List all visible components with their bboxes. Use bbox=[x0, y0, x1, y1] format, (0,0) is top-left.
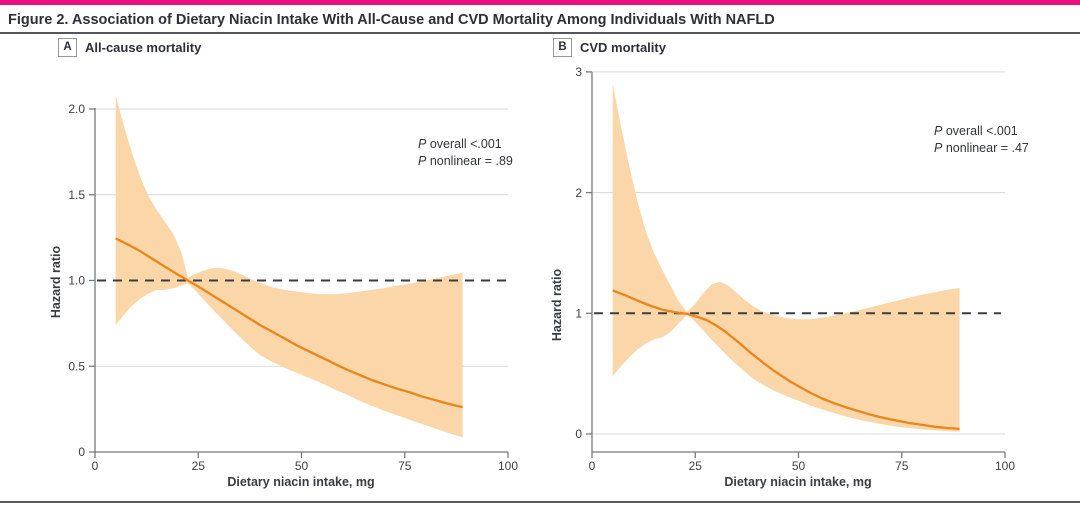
y-tick-label: 2.0 bbox=[68, 102, 85, 116]
y-tick-label: 1.0 bbox=[68, 274, 85, 288]
x-tick-label: 100 bbox=[498, 459, 518, 473]
bottom-divider bbox=[0, 501, 1080, 503]
panel-cvd-mortality: B CVD mortality 0 1 2 3 0 25 50 75 100 P overall … bbox=[540, 0, 1080, 508]
confidence-band bbox=[612, 84, 960, 432]
y-tick-label: 3 bbox=[575, 65, 582, 79]
panel-a-title: All-cause mortality bbox=[85, 39, 202, 55]
hazard-ratio-curve bbox=[612, 289, 960, 431]
panel-b-title: CVD mortality bbox=[580, 39, 666, 55]
p-value-annotation: P overall <.001 bbox=[418, 137, 502, 151]
y-tick-label: 0.5 bbox=[68, 359, 85, 373]
p-value-annotation: P overall <.001 bbox=[934, 124, 1018, 138]
x-tick-label: 50 bbox=[792, 459, 806, 473]
x-tick-label: 0 bbox=[92, 459, 99, 473]
panel-a-header: A All-cause mortality bbox=[58, 37, 202, 57]
y-tick-label: 0 bbox=[78, 445, 85, 459]
all-cause-mortality-chart: 0 0.5 1.0 1.5 2.0 0 25 50 75 100 P overall <.001 P … bbox=[68, 95, 518, 473]
x-tick-label: 50 bbox=[295, 459, 309, 473]
x-axis-label: Dietary niacin intake, mg bbox=[227, 475, 375, 489]
x-tick-label: 100 bbox=[995, 459, 1015, 473]
x-tick-label: 75 bbox=[398, 459, 412, 473]
panel-b-header: B CVD mortality bbox=[553, 37, 666, 57]
panel-a-badge: A bbox=[58, 37, 77, 57]
y-tick-label: 1.5 bbox=[68, 188, 85, 202]
y-axis-label: Hazard ratio bbox=[550, 268, 564, 342]
y-tick-label: 2 bbox=[575, 186, 582, 200]
title-divider bbox=[0, 32, 1080, 34]
x-tick-label: 25 bbox=[192, 459, 206, 473]
x-tick-label: 75 bbox=[895, 459, 909, 473]
y-tick-label: 0 bbox=[575, 427, 582, 441]
cvd-mortality-chart: 0 1 2 3 0 25 50 75 100 P overall <.001 P nonlinear… bbox=[575, 65, 1029, 473]
p-value-annotation: P nonlinear = .89 bbox=[418, 154, 513, 168]
y-tick-label: 1 bbox=[575, 307, 582, 321]
y-axis-label: Hazard ratio bbox=[49, 245, 63, 319]
panel-all-cause-mortality: A All-cause mortality 0 0.5 1.0 1.5 2.0 0 25 50… bbox=[49, 37, 518, 489]
figure-title: Figure 2. Association of Dietary Niacin … bbox=[8, 12, 775, 28]
confidence-band bbox=[115, 95, 463, 438]
x-axis-label: Dietary niacin intake, mg bbox=[724, 475, 872, 489]
hazard-ratio-curve bbox=[115, 237, 463, 409]
x-tick-label: 0 bbox=[589, 459, 596, 473]
x-tick-label: 25 bbox=[689, 459, 703, 473]
p-value-annotation: P nonlinear = .47 bbox=[934, 141, 1029, 155]
panel-b-badge: B bbox=[553, 37, 572, 57]
accent-bar bbox=[0, 0, 1080, 5]
